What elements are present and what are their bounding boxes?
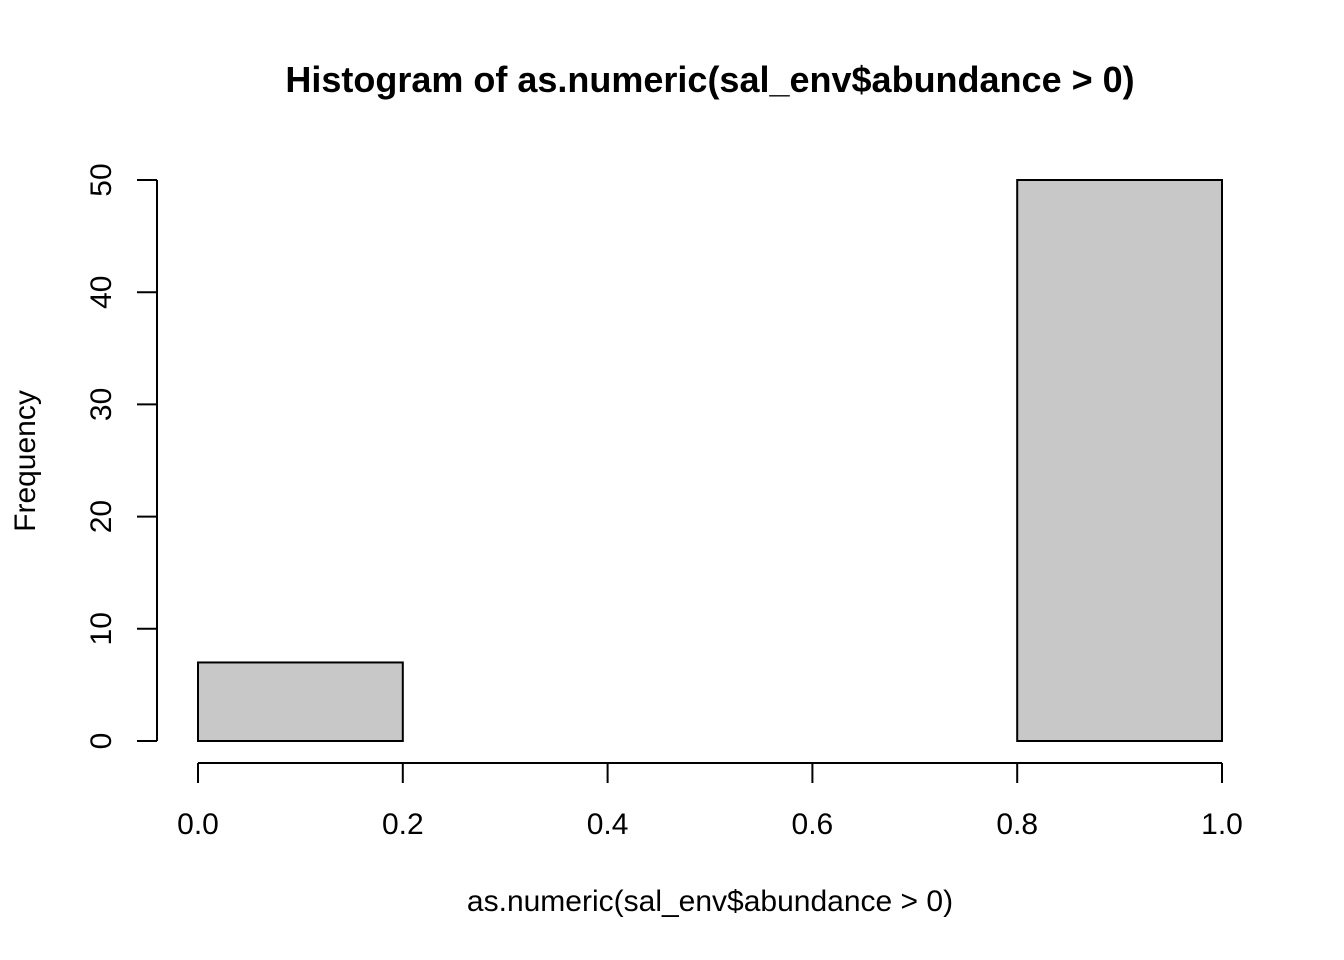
- histogram-bar: [197, 661, 404, 743]
- y-tick-label: 10: [85, 612, 118, 645]
- x-tick-label: 0.2: [382, 808, 424, 841]
- y-tick-label: 40: [85, 276, 118, 309]
- y-axis: 0 10 20 30 40 50: [85, 163, 158, 750]
- histogram-bar: [1016, 179, 1224, 742]
- x-tick-label: 1.0: [1201, 808, 1243, 841]
- x-tick-label: 0.4: [587, 808, 629, 841]
- chart-title: Histogram of as.numeric(sal_env$abundanc…: [285, 59, 1134, 100]
- x-tick-label: 0.6: [792, 808, 834, 841]
- y-axis-label: Frequency: [9, 390, 42, 532]
- y-tick-label: 50: [85, 163, 118, 196]
- bars-layer: [197, 179, 1224, 743]
- x-tick-label: 0.0: [177, 808, 219, 841]
- x-axis-label: as.numeric(sal_env$abundance > 0): [467, 885, 953, 918]
- y-tick-label: 0: [85, 733, 118, 750]
- y-tick-label: 20: [85, 500, 118, 533]
- x-axis: 0.0 0.2 0.4 0.6 0.8 1.0: [177, 762, 1243, 841]
- x-tick-label: 0.8: [996, 808, 1038, 841]
- y-tick-label: 30: [85, 388, 118, 421]
